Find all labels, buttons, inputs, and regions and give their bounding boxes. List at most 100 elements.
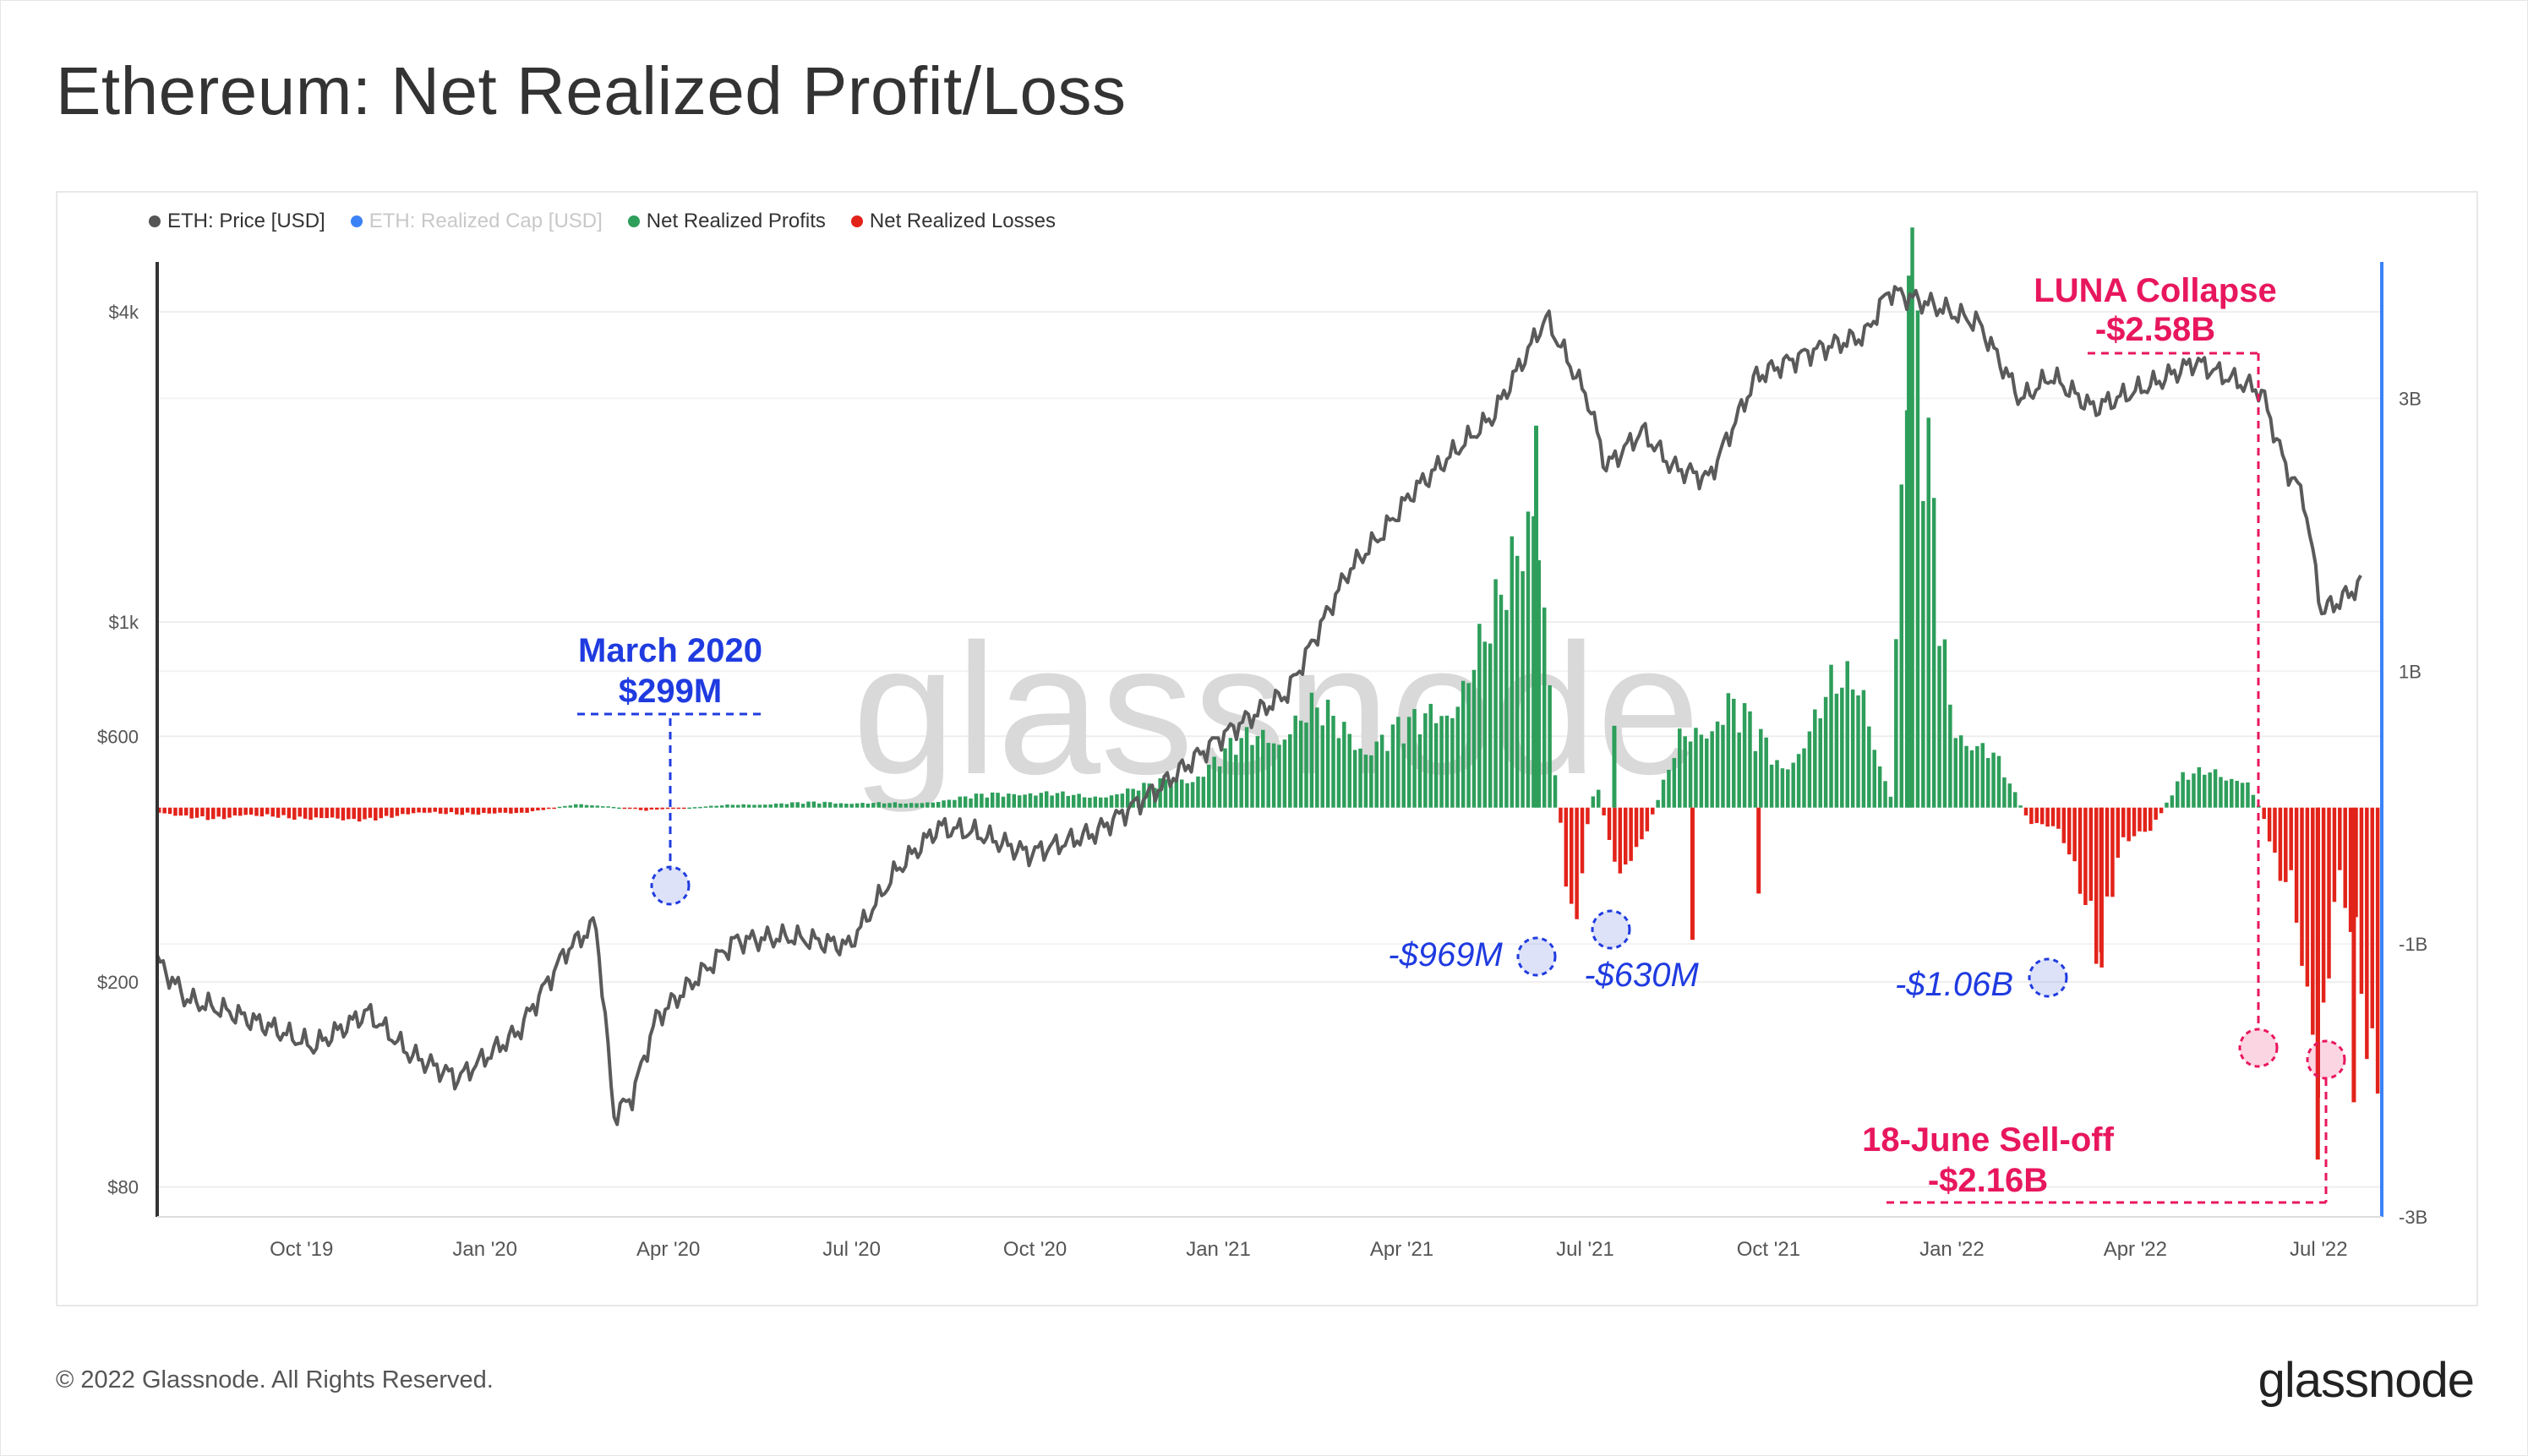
- profit-bar: [2176, 781, 2180, 808]
- profit-bar: [980, 793, 984, 808]
- loss-bar: [482, 807, 486, 813]
- profit-bar: [1098, 797, 1103, 808]
- loss-bar: [2154, 807, 2158, 821]
- y-left-tick-label: $600: [97, 726, 139, 747]
- loss-spike-bar: [2315, 807, 2320, 1160]
- loss-bar: [2023, 807, 2028, 815]
- loss-bar: [433, 807, 438, 812]
- profit-bar: [1732, 698, 1736, 808]
- footer-logo[interactable]: glassnode: [2258, 1353, 2475, 1408]
- y-left-tick-label: $1k: [109, 612, 139, 633]
- profit-bar: [1201, 777, 1206, 808]
- profit-bar: [1455, 706, 1461, 808]
- loss-bar: [519, 807, 524, 813]
- annotation-1-06b-marker: [2028, 957, 2068, 998]
- profit-bar: [936, 802, 941, 808]
- loss-bar: [178, 807, 183, 816]
- loss-bar: [2327, 807, 2331, 979]
- loss-bar: [238, 807, 243, 816]
- profit-bar: [1044, 791, 1049, 808]
- profit-bar: [1942, 639, 1947, 808]
- loss-bar: [211, 807, 216, 820]
- profit-bar: [958, 796, 963, 808]
- loss-bar: [417, 807, 421, 813]
- loss-bar: [2132, 807, 2137, 837]
- profit-bar: [1840, 687, 1844, 808]
- profit-bar: [1061, 791, 1065, 808]
- legend-dot-losses-icon: [850, 215, 863, 227]
- profit-bar: [904, 803, 908, 808]
- profit-bar: [2219, 777, 2223, 808]
- loss-bar: [157, 807, 161, 813]
- profit-bar: [2213, 769, 2218, 808]
- profit-bar: [1412, 709, 1417, 808]
- y-right-tick-label: -3B: [2399, 1207, 2427, 1228]
- loss-bar: [2110, 807, 2115, 897]
- profit-bar: [1358, 748, 1362, 808]
- profit-bar: [557, 806, 562, 809]
- profit-bar: [811, 801, 816, 808]
- loss-bar: [2072, 807, 2077, 862]
- legend-label: Net Realized Profits: [646, 210, 826, 232]
- loss-bar: [455, 807, 459, 815]
- profit-bar: [709, 805, 713, 808]
- annotation-969m-label: -$969M: [1388, 936, 1503, 973]
- profit-bar: [2224, 780, 2229, 808]
- annotation-969m-marker: [1516, 936, 1557, 977]
- profit-bar: [1082, 797, 1087, 808]
- loss-bar: [2311, 807, 2315, 1035]
- legend-item-price[interactable]: ETH: Price [USD]: [149, 210, 325, 233]
- profit-bar: [1537, 559, 1542, 808]
- profit-bar: [1488, 643, 1493, 808]
- profit-bar: [763, 804, 767, 808]
- loss-bar: [292, 807, 297, 821]
- annotation-630m-marker: [1591, 909, 1631, 950]
- loss-bar: [525, 807, 529, 813]
- loss-bar: [622, 807, 627, 810]
- profit-bar: [1504, 609, 1509, 808]
- profit-bar: [1071, 794, 1076, 808]
- loss-bar: [438, 807, 443, 814]
- legend-item-realized-cap[interactable]: ETH: Realized Cap [USD]: [350, 210, 603, 233]
- profit-bar: [996, 793, 1000, 808]
- loss-bar: [379, 807, 383, 819]
- profit-bar: [860, 803, 865, 808]
- profit-bar: [1217, 766, 1222, 808]
- profit-bar: [1759, 728, 1763, 808]
- loss-bar: [265, 807, 270, 815]
- loss-bar: [2365, 807, 2369, 1060]
- profit-bar: [1553, 775, 1558, 808]
- profit-bar: [698, 806, 702, 809]
- loss-bar: [2262, 807, 2266, 820]
- loss-bar: [536, 807, 540, 811]
- loss-bar: [2039, 807, 2045, 825]
- profit-bar: [1131, 788, 1135, 808]
- profit-bar: [1796, 754, 1801, 808]
- profit-bar: [1753, 750, 1758, 808]
- profit-bar: [1207, 765, 1211, 808]
- profit-bar: [925, 802, 930, 808]
- profit-bar: [1158, 778, 1162, 808]
- loss-bar: [1564, 807, 1569, 887]
- legend-item-losses[interactable]: Net Realized Losses: [850, 210, 1056, 233]
- profit-bar: [1845, 661, 1849, 808]
- profit-bar: [882, 803, 887, 808]
- legend-item-profits[interactable]: Net Realized Profits: [627, 210, 826, 233]
- profit-bar: [1093, 796, 1098, 808]
- profit-bar: [719, 805, 724, 808]
- loss-bar: [530, 807, 535, 811]
- profit-bar: [1678, 728, 1682, 808]
- loss-bar: [1569, 807, 1574, 904]
- profit-bar: [1223, 748, 1227, 808]
- profit-bar: [1050, 795, 1054, 808]
- x-tick-label: Apr '22: [2104, 1238, 2167, 1261]
- profit-bar: [1466, 683, 1471, 808]
- axes-group: $80 $200 $600 $1k $4k -3B -1B 1B 3B Oct '19 Jan '2…: [97, 262, 2427, 1261]
- loss-bar: [2375, 807, 2380, 1094]
- loss-bar: [2050, 807, 2056, 826]
- profit-bar: [1228, 738, 1233, 808]
- legend-dot-price-icon: [149, 215, 161, 227]
- profit-bar: [2007, 783, 2012, 808]
- profit-bar: [1196, 776, 1200, 808]
